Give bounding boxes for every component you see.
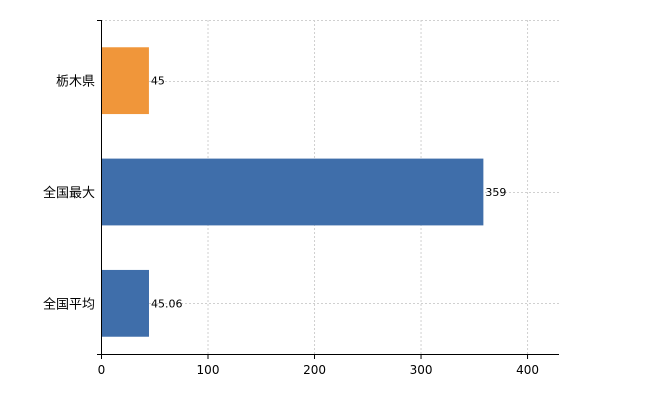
x-tick-label: 300 <box>410 363 433 377</box>
x-tick-label: 200 <box>303 363 326 377</box>
x-tick-label: 0 <box>98 363 106 377</box>
data-label: 45 <box>151 75 165 88</box>
bar-2 <box>102 269 149 337</box>
category-label: 全国最大 <box>43 185 95 201</box>
bar-0 <box>102 47 149 115</box>
bars <box>102 47 484 337</box>
axes <box>97 20 559 359</box>
category-label: 全国平均 <box>43 296 95 312</box>
x-tick-label: 400 <box>516 363 539 377</box>
category-label: 栃木県 <box>56 75 95 90</box>
x-tick-label: 100 <box>197 363 220 377</box>
data-label: 359 <box>485 186 506 199</box>
bar-1 <box>102 158 484 226</box>
data-label: 45.06 <box>151 297 183 310</box>
